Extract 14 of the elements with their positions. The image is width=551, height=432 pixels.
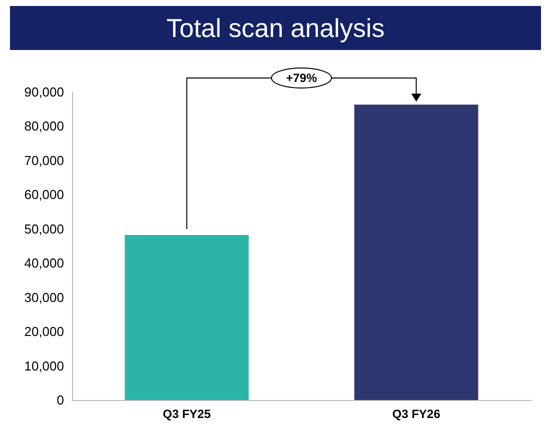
chart-title: Total scan analysis (10, 6, 541, 50)
text: +79% (286, 71, 318, 85)
y-tick-label: 90,000 (24, 84, 64, 100)
y-tick-label: 0 (56, 392, 64, 408)
y-tick-label: 40,000 (24, 256, 64, 271)
x-tick-label: Q3 FY26 (392, 407, 441, 421)
y-tick-label: 60,000 (24, 187, 64, 202)
x-tick-label: Q3 FY25 (162, 407, 212, 421)
y-tick-label: 30,000 (24, 290, 64, 305)
y-tick-label: 10,000 (24, 358, 64, 374)
y-tick-label: 70,000 (24, 152, 64, 168)
y-tick-label: 80,000 (24, 118, 64, 134)
y-tick-label: 50,000 (24, 221, 64, 236)
y-tick-label: 20,000 (24, 324, 64, 340)
